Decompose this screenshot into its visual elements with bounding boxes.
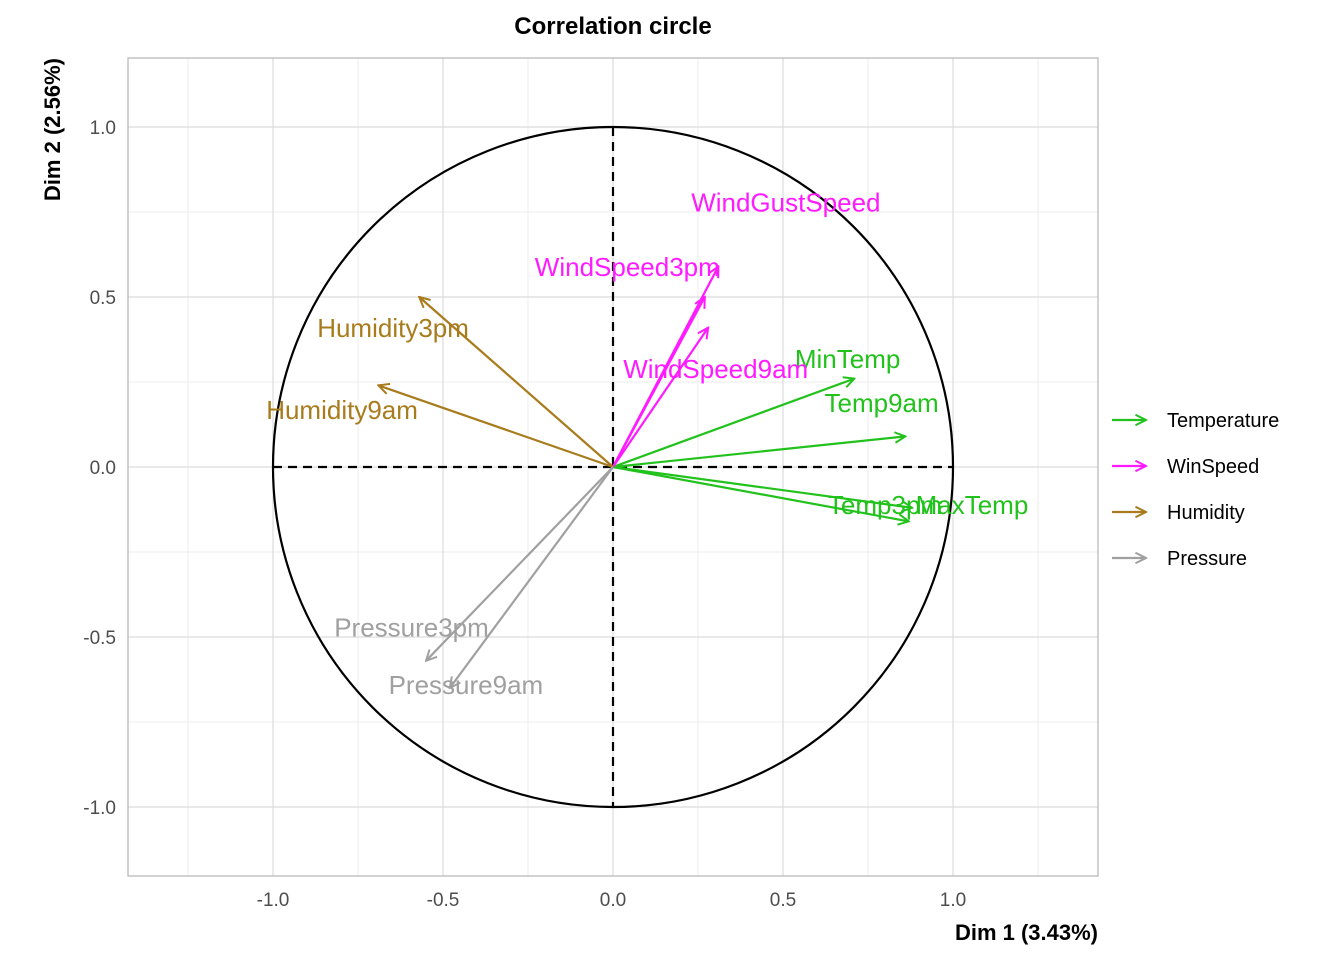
arrow-humidity3pm: [419, 297, 614, 468]
label-windspeed3pm: WindSpeed3pm: [535, 252, 720, 282]
arrow-pressure3pm: [426, 466, 614, 661]
variable-arrows: [378, 266, 912, 688]
x-tick-label: -1.0: [257, 890, 290, 911]
chart-title: Correlation circle: [514, 13, 711, 40]
arrow-pressure9am: [450, 466, 614, 688]
x-tick-label: -0.5: [427, 890, 460, 911]
y-axis-title: Dim 2 (2.56%): [40, 58, 65, 201]
label-pressure9am: Pressure9am: [389, 670, 544, 700]
label-windspeed9am: WindSpeed9am: [623, 354, 808, 384]
arrow-humidity9am: [378, 385, 614, 469]
label-mintemp: MinTemp: [795, 344, 900, 374]
arrow-mintemp: [612, 379, 854, 469]
y-tick-label: -1.0: [83, 798, 116, 819]
arrow-temp3pm: [612, 465, 909, 521]
x-axis-title: Dim 1 (3.43%): [955, 920, 1098, 945]
arrow-windspeed9am: [612, 328, 708, 468]
legend-label-humidity: Humidity: [1167, 502, 1245, 524]
legend-label-pressure: Pressure: [1167, 548, 1247, 570]
y-tick-label: -0.5: [83, 628, 116, 649]
legend: Temperature WinSpeed Humidity Pressure: [1112, 410, 1279, 570]
plot-panel-border: [127, 57, 1099, 877]
label-windgustspeed: WindGustSpeed: [691, 187, 880, 217]
label-temp3pm: Temp3pm: [828, 490, 942, 520]
arrow-temp9am: [612, 436, 905, 469]
legend-label-winspeed: WinSpeed: [1167, 456, 1259, 478]
label-pressure3pm: Pressure3pm: [334, 612, 489, 642]
y-tick-label: 1.0: [90, 118, 116, 139]
label-humidity3pm: Humidity3pm: [317, 313, 469, 343]
x-tick-label: 0.0: [600, 890, 626, 911]
axis-ticks: -1.0 -0.5 0.0 0.5 1.0 -1.0 -0.5 0.0 0.5 1.0: [83, 118, 966, 911]
y-tick-label: 0.5: [90, 288, 116, 309]
arrow-maxtemp: [612, 465, 912, 508]
label-temp9am: Temp9am: [825, 388, 939, 418]
label-humidity9am: Humidity9am: [266, 395, 418, 425]
x-tick-label: 0.5: [770, 890, 796, 911]
x-tick-label: 1.0: [940, 890, 966, 911]
reference-lines: [271, 125, 955, 809]
label-maxtemp: MaxTemp: [916, 490, 1029, 520]
legend-label-temperature: Temperature: [1167, 410, 1279, 432]
arrow-windspeed3pm: [612, 297, 705, 468]
y-tick-label: 0.0: [90, 458, 116, 479]
